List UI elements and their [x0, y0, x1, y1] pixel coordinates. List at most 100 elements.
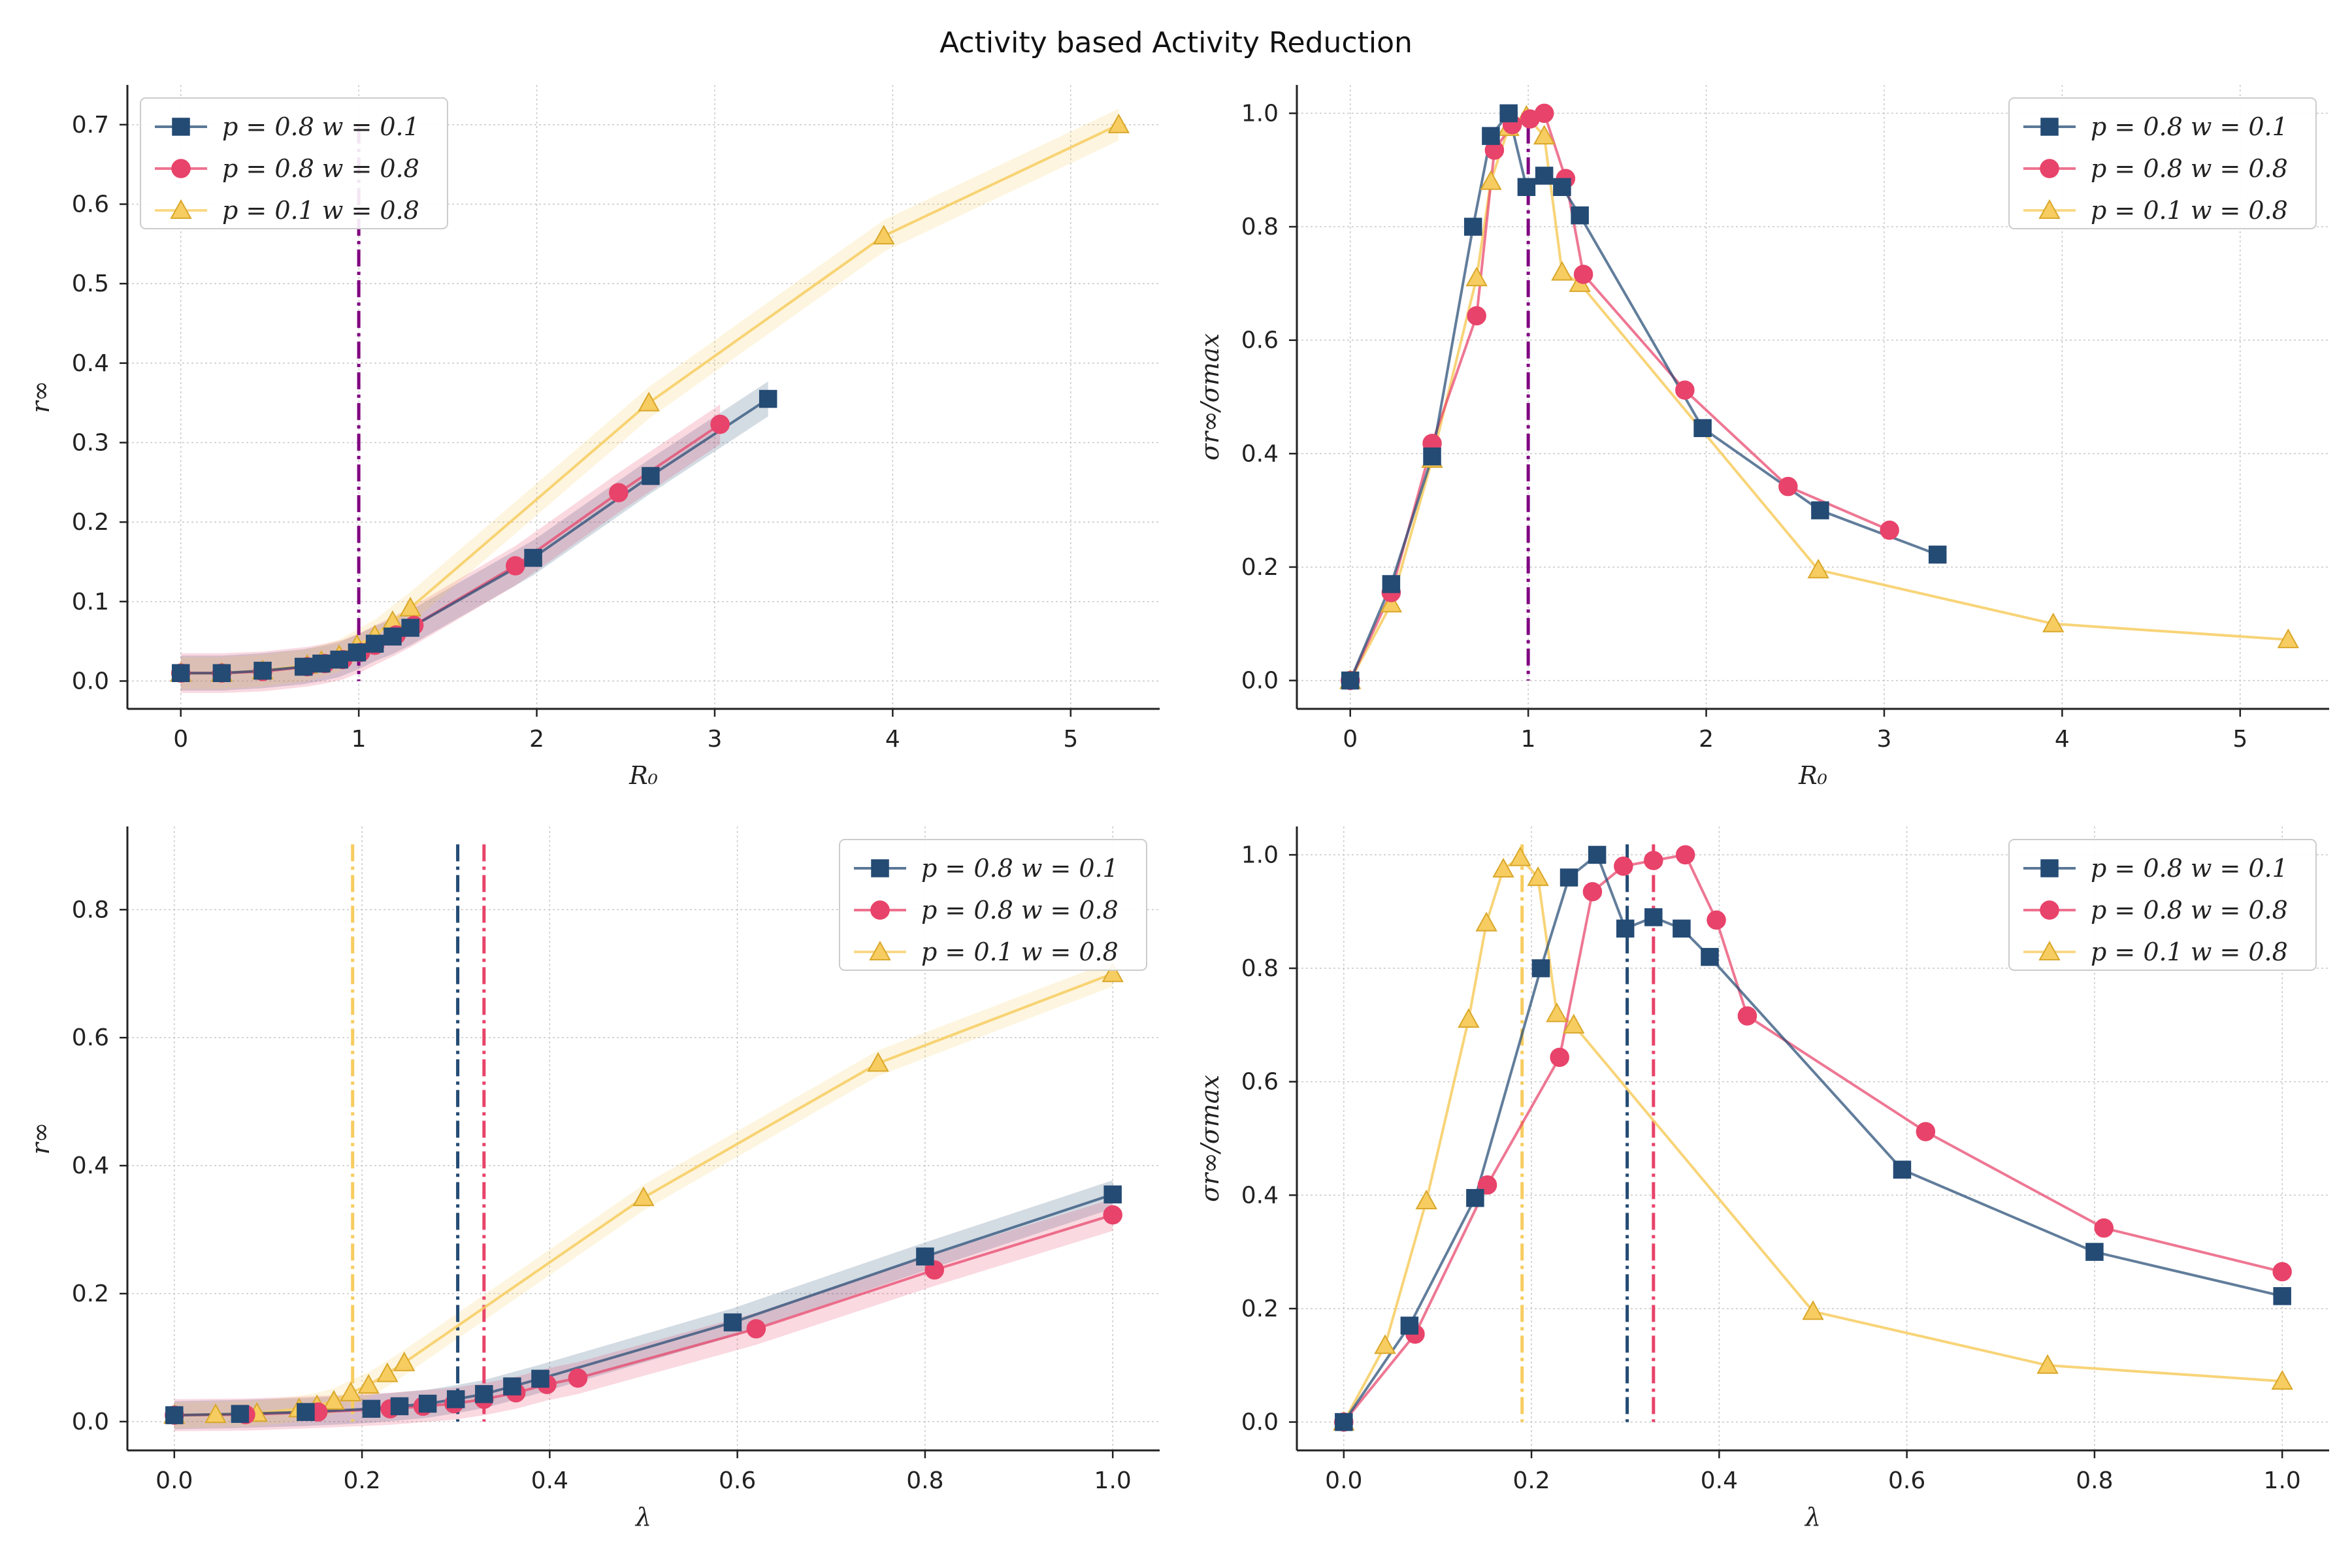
x-tick-label: 0.4 — [531, 1467, 568, 1494]
x-tick-label: 0.0 — [155, 1467, 193, 1494]
legend-swatch-marker — [172, 118, 190, 136]
data-point-series-2 — [1527, 866, 1549, 887]
y-tick-label: 0.4 — [72, 1152, 109, 1179]
legend-item: p = 0.1 w = 0.8 — [2023, 938, 2288, 966]
data-point-series-2 — [1546, 1002, 1568, 1022]
data-point-series-0 — [1893, 1160, 1912, 1179]
data-point-series-2 — [638, 391, 660, 412]
x-tick-label: 0.8 — [2076, 1467, 2113, 1494]
data-point-series-0 — [1103, 1185, 1122, 1203]
data-point-series-0 — [212, 664, 231, 683]
data-point-series-0 — [362, 1399, 381, 1418]
data-point-series-0 — [1616, 919, 1635, 938]
x-tick-label: 5 — [1063, 726, 1078, 753]
data-point-series-0 — [171, 664, 190, 683]
data-point-series-1 — [1582, 882, 1603, 902]
legend-frame — [2008, 97, 2317, 229]
legend-frame — [2008, 839, 2317, 971]
data-point-series-0 — [1423, 447, 1441, 466]
y-tick-label: 0.3 — [72, 429, 109, 456]
legend-frame — [839, 839, 1147, 971]
data-point-series-0 — [253, 661, 272, 680]
data-point-series-1 — [1707, 910, 1726, 930]
legend-label: p = 0.8 w = 0.8 — [921, 896, 1119, 924]
legend: p = 0.8 w = 0.1 p = 0.8 w = 0.8 p = 0.1 w … — [2008, 839, 2317, 971]
x-axis-label: R₀ — [1798, 761, 1827, 790]
data-point-series-0 — [524, 549, 542, 567]
x-axis-label: λ — [634, 1503, 651, 1531]
data-point-series-0 — [2273, 1287, 2291, 1305]
data-point-series-1 — [1737, 1006, 1757, 1026]
x-tick-label: 0.6 — [719, 1467, 756, 1494]
y-tick-label: 0.5 — [72, 270, 109, 297]
data-point-series-0 — [418, 1394, 437, 1413]
data-point-series-2 — [2277, 629, 2300, 649]
legend-item: p = 0.8 w = 0.8 — [2023, 896, 2288, 924]
chart-top-right: 0 1 2 3 4 5 0.0 0.2 0.4 0.6 0.8 1.0 R₀ σr∞/σmax p = 0.… — [1196, 85, 2329, 790]
x-tick-label: 1 — [1521, 726, 1536, 753]
x-tick-label: 0.4 — [1701, 1467, 1738, 1494]
data-point-series-2 — [867, 1052, 889, 1072]
x-tick-label: 3 — [1877, 726, 1892, 753]
legend-label: p = 0.8 w = 0.1 — [2091, 854, 2288, 883]
data-point-series-0 — [384, 627, 402, 646]
figure-title: Activity based Activity Reduction — [939, 26, 1413, 59]
data-point-series-1 — [506, 556, 525, 576]
confidence-band-series-1 — [174, 1199, 1113, 1431]
legend-label: p = 0.8 w = 0.1 — [222, 112, 419, 141]
data-point-series-1 — [1778, 476, 1798, 497]
data-point-series-1 — [1534, 103, 1554, 123]
data-point-series-2 — [2271, 1370, 2293, 1390]
data-point-series-0 — [1811, 501, 1829, 519]
data-point-series-0 — [2085, 1243, 2104, 1261]
legend-item: p = 0.1 w = 0.8 — [155, 196, 419, 225]
data-point-series-0 — [365, 634, 384, 653]
legend-item: p = 0.8 w = 0.1 — [2023, 854, 2288, 883]
x-axis-label: R₀ — [629, 761, 658, 790]
data-point-series-2 — [1480, 170, 1502, 190]
data-point-series-0 — [1644, 908, 1663, 926]
data-point-series-2 — [1465, 267, 1488, 287]
data-point-series-0 — [503, 1377, 521, 1396]
data-point-series-0 — [1499, 104, 1518, 123]
legend-label: p = 0.8 w = 0.1 — [2091, 112, 2288, 141]
data-point-series-1 — [1614, 857, 1633, 876]
data-point-series-2 — [323, 1390, 345, 1410]
data-point-series-1 — [2272, 1262, 2292, 1282]
chart-bottom-right: 0.0 0.2 0.4 0.6 0.8 1.0 0.0 0.2 0.4 0.6 0.8 1.0 λ σr∞… — [1196, 826, 2329, 1531]
data-point-series-0 — [642, 466, 660, 485]
data-point-series-0 — [330, 650, 348, 669]
data-point-series-0 — [1560, 868, 1578, 887]
y-tick-label: 0.6 — [1241, 1069, 1279, 1096]
y-axis-label: r∞ — [26, 381, 55, 414]
legend-frame — [140, 97, 448, 229]
data-point-series-2 — [204, 1403, 227, 1424]
legend-item: p = 0.8 w = 0.8 — [155, 154, 419, 183]
data-point-series-2 — [2036, 1354, 2059, 1374]
x-tick-label: 0.6 — [1888, 1467, 1925, 1494]
legend-item: p = 0.8 w = 0.1 — [2023, 112, 2288, 141]
data-point-series-0 — [1382, 575, 1401, 593]
legend: p = 0.8 w = 0.1 p = 0.8 w = 0.8 p = 0.1 w … — [839, 839, 1147, 971]
confidence-band-series-0 — [180, 381, 768, 691]
data-point-series-0 — [531, 1369, 549, 1388]
legend-label: p = 0.1 w = 0.8 — [921, 938, 1119, 966]
chart-bottom-left: 0.0 0.2 0.4 0.6 0.8 1.0 0.0 0.2 0.4 0.6 0.8 λ r∞ p = … — [26, 826, 1160, 1531]
data-point-series-0 — [1535, 167, 1554, 185]
chart-top-left: 0 1 2 3 4 5 0.0 0.1 0.2 0.3 0.4 0.5 0.6 0.7 R₀ r∞ p = 0.… — [26, 85, 1160, 790]
data-point-series-2 — [1107, 113, 1130, 133]
y-tick-label: 0.8 — [1241, 955, 1279, 982]
data-point-series-2 — [1533, 125, 1556, 145]
y-tick-label: 0.2 — [72, 1281, 109, 1307]
x-tick-label: 0 — [1343, 726, 1358, 753]
data-point-series-0 — [165, 1406, 184, 1424]
data-point-series-2 — [1102, 962, 1124, 983]
y-tick-label: 0.1 — [72, 589, 109, 615]
legend-label: p = 0.1 w = 0.8 — [222, 196, 419, 225]
y-tick-label: 1.0 — [1241, 841, 1279, 868]
x-axis-label: λ — [1804, 1503, 1821, 1531]
data-point-series-0 — [759, 389, 777, 408]
legend-item: p = 0.8 w = 0.8 — [854, 896, 1119, 924]
panels: 0 1 2 3 4 5 0.0 0.1 0.2 0.3 0.4 0.5 0.6 0.7 R₀ r∞ p = 0.… — [26, 85, 2329, 1531]
series-line-0 — [1348, 110, 1938, 681]
